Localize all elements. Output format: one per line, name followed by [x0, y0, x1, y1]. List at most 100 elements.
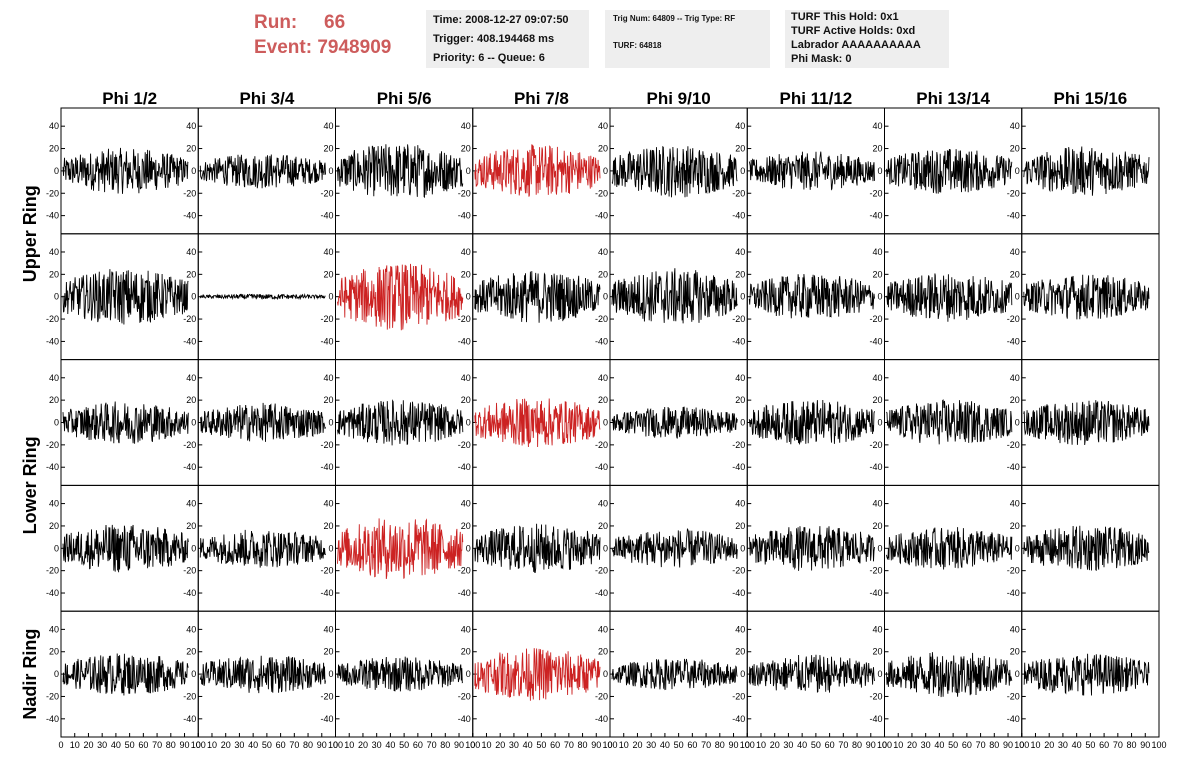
x-tick-label: 100 — [1151, 740, 1166, 750]
x-tick-label: 100 — [191, 740, 206, 750]
x-tick-label: 30 — [97, 740, 107, 750]
y-tick-label: -40 — [869, 462, 882, 472]
y-tick-label: 40 — [735, 624, 745, 634]
x-tick-label: 50 — [262, 740, 272, 750]
y-tick-label: 20 — [461, 521, 471, 531]
y-tick-label: -40 — [1007, 211, 1020, 221]
y-tick-label: 40 — [598, 624, 608, 634]
x-tick-label: 30 — [234, 740, 244, 750]
y-tick-label: -40 — [46, 336, 59, 346]
y-tick-label: 40 — [598, 247, 608, 257]
x-tick-label: 20 — [770, 740, 780, 750]
y-tick-label: -40 — [183, 462, 196, 472]
x-tick-label: 0 — [607, 740, 612, 750]
x-tick-label: 20 — [632, 740, 642, 750]
y-tick-label: -40 — [183, 588, 196, 598]
y-tick-label: -40 — [458, 211, 471, 221]
y-tick-label: -20 — [1007, 691, 1020, 701]
waveform-trace — [474, 398, 601, 448]
y-tick-label: 0 — [54, 418, 59, 428]
x-tick-label: 100 — [465, 740, 480, 750]
waveform-trace — [62, 524, 189, 573]
y-tick-label: -40 — [732, 336, 745, 346]
y-tick-label: 20 — [461, 647, 471, 657]
y-tick-label: -20 — [183, 691, 196, 701]
x-tick-label: 70 — [289, 740, 299, 750]
waveform-trace — [337, 144, 464, 199]
y-tick-label: -40 — [1007, 714, 1020, 724]
turf-text: TURF: 64818 — [613, 41, 662, 50]
y-tick-label: 20 — [461, 395, 471, 405]
x-tick-label: 90 — [1140, 740, 1150, 750]
waveform-trace — [199, 402, 326, 442]
waveform-trace — [886, 527, 1013, 570]
x-tick-label: 30 — [1058, 740, 1068, 750]
y-tick-label: -40 — [458, 714, 471, 724]
y-tick-label: 40 — [1010, 247, 1020, 257]
y-tick-label: 20 — [1010, 269, 1020, 279]
column-header: Phi 11/12 — [779, 89, 852, 108]
column-header: Phi 3/4 — [239, 89, 294, 108]
y-tick-label: 0 — [191, 543, 196, 553]
y-tick-label: 20 — [323, 269, 333, 279]
y-tick-label: 0 — [1015, 166, 1020, 176]
y-tick-label: 0 — [191, 418, 196, 428]
x-tick-label: 80 — [578, 740, 588, 750]
priority-text: Priority: 6 -- Queue: 6 — [433, 52, 545, 64]
y-tick-label: -40 — [1007, 588, 1020, 598]
x-tick-label: 0 — [882, 740, 887, 750]
waveform-trace — [199, 655, 326, 694]
y-tick-label: 40 — [323, 373, 333, 383]
y-tick-label: -20 — [46, 691, 59, 701]
y-tick-label: 0 — [466, 418, 471, 428]
y-tick-label: -40 — [320, 714, 333, 724]
y-tick-label: 40 — [598, 121, 608, 131]
y-tick-label: 20 — [1010, 144, 1020, 154]
y-tick-label: -20 — [320, 314, 333, 324]
x-tick-label: 20 — [83, 740, 93, 750]
y-tick-label: 20 — [735, 144, 745, 154]
column-header: Phi 1/2 — [102, 89, 157, 108]
y-tick-label: -20 — [869, 314, 882, 324]
y-tick-label: -40 — [595, 211, 608, 221]
waveform-trace — [1023, 146, 1150, 196]
y-tick-label: 40 — [461, 247, 471, 257]
x-tick-label: 0 — [196, 740, 201, 750]
x-tick-label: 80 — [852, 740, 862, 750]
x-tick-label: 100 — [740, 740, 755, 750]
y-tick-label: 20 — [49, 521, 59, 531]
x-tick-label: 50 — [674, 740, 684, 750]
y-tick-label: -20 — [595, 188, 608, 198]
x-tick-label: 20 — [907, 740, 917, 750]
y-tick-label: -40 — [869, 714, 882, 724]
y-tick-label: 0 — [328, 543, 333, 553]
x-tick-label: 10 — [1030, 740, 1040, 750]
y-tick-label: -40 — [595, 588, 608, 598]
waveform-trace — [1023, 525, 1150, 571]
waveform-trace — [62, 653, 189, 696]
y-tick-label: 40 — [1010, 373, 1020, 383]
y-tick-label: 20 — [735, 647, 745, 657]
y-tick-label: -20 — [320, 188, 333, 198]
y-tick-label: -20 — [732, 440, 745, 450]
y-tick-label: -20 — [869, 566, 882, 576]
x-tick-label: 40 — [248, 740, 258, 750]
y-tick-label: 20 — [49, 269, 59, 279]
waveform-trace — [748, 274, 875, 319]
row-label: Upper Ring — [20, 185, 40, 282]
y-tick-label: -20 — [869, 691, 882, 701]
y-tick-label: -20 — [732, 566, 745, 576]
x-tick-label: 10 — [619, 740, 629, 750]
y-tick-label: 20 — [598, 395, 608, 405]
y-tick-label: -20 — [1007, 440, 1020, 450]
y-tick-label: -40 — [320, 588, 333, 598]
x-tick-label: 90 — [729, 740, 739, 750]
waveform-trace — [199, 293, 326, 301]
y-tick-label: 0 — [740, 292, 745, 302]
x-tick-label: 40 — [111, 740, 121, 750]
labrador-text: Labrador AAAAAAAAAA — [791, 39, 921, 51]
y-tick-label: -40 — [183, 211, 196, 221]
y-tick-label: -40 — [183, 336, 196, 346]
phi-mask-text: Phi Mask: 0 — [791, 53, 852, 65]
y-tick-label: -40 — [595, 714, 608, 724]
